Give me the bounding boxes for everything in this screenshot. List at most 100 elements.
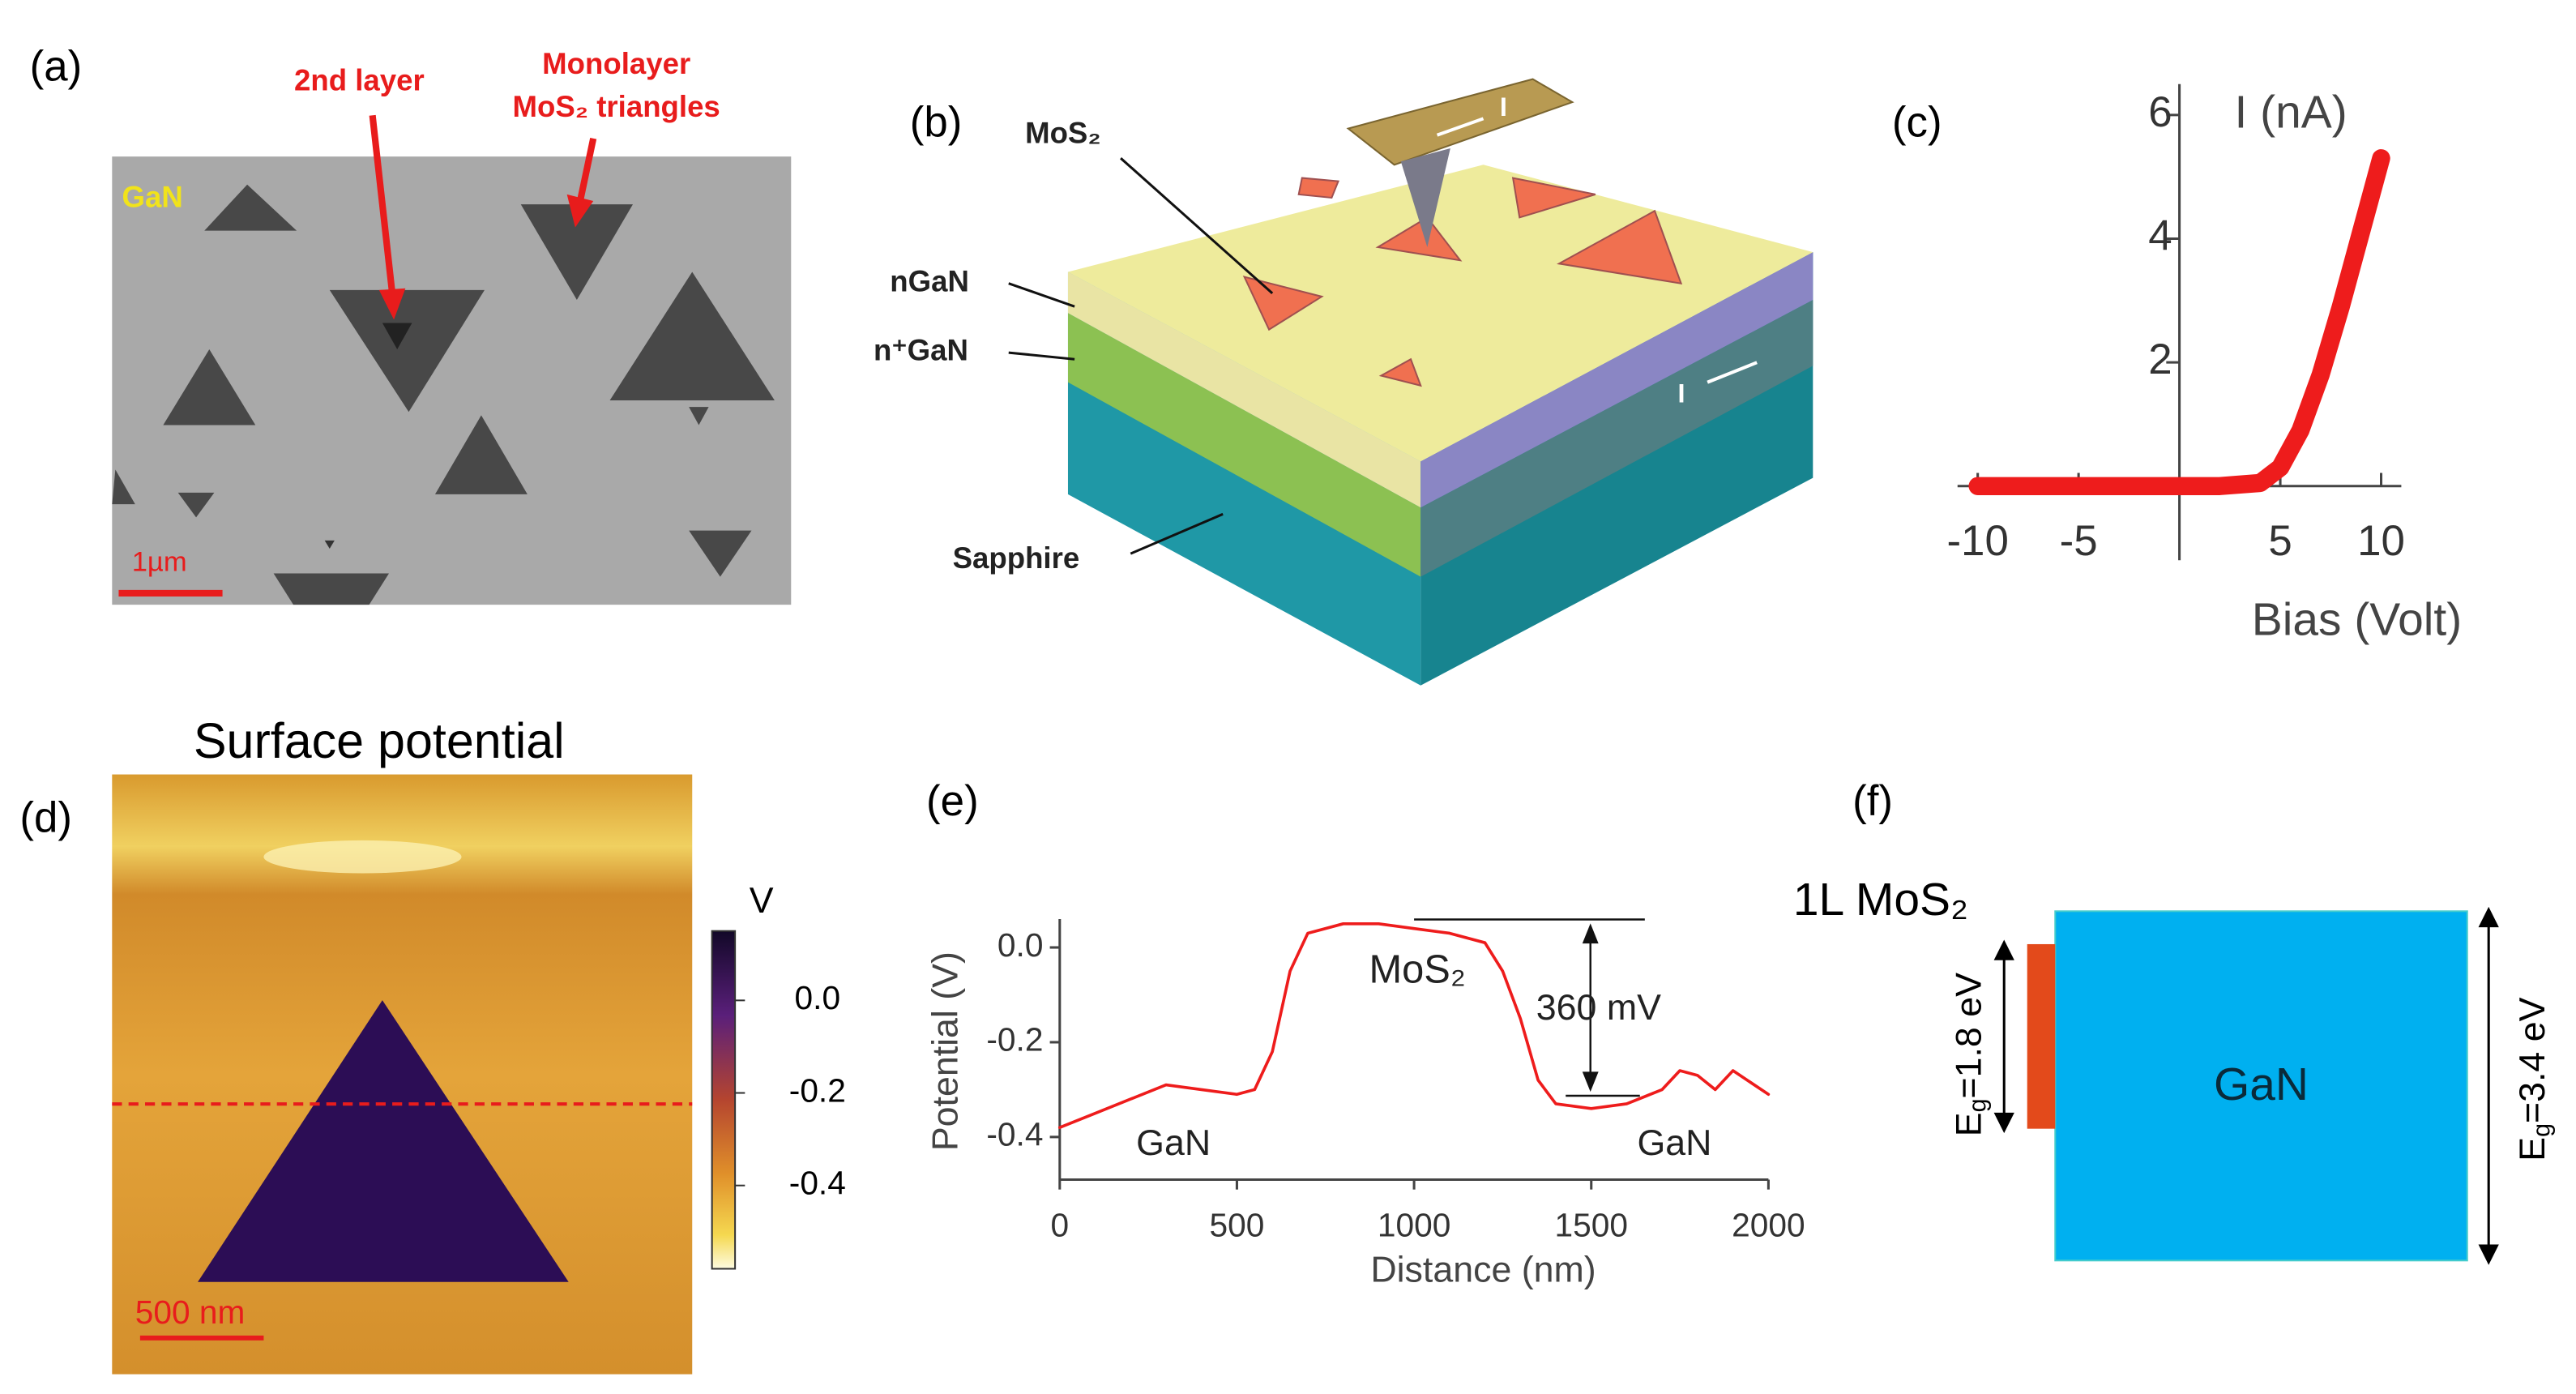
n-plus-gan-side (1420, 300, 1813, 577)
scale-bar-label: 1µm (132, 546, 187, 577)
arrow-head (566, 194, 594, 228)
gap-label: Eg=1.8 eV (1949, 973, 1991, 1136)
flake (1557, 209, 1683, 284)
second-layer (382, 323, 412, 350)
y-axis-label: Potential (V) (925, 951, 965, 1151)
triangle (324, 540, 335, 549)
panel-labels: (a) (b) (c) (d) (e) (f) (19, 42, 1942, 841)
leader (1130, 512, 1224, 555)
colorbar-tick-label: -0.2 (789, 1071, 846, 1109)
panel-f: 1L MoS₂ GaN Eg=1.8 eV Eg=3.4 eV (1793, 874, 2555, 1265)
label: nGaN (890, 264, 969, 297)
data-line (1057, 921, 1771, 1130)
colorbar-tick-label: 0.0 (795, 979, 841, 1016)
panel-label: (a) (30, 42, 83, 90)
leader (1120, 157, 1274, 295)
triangle (163, 349, 256, 425)
gap-symbol: E (2513, 1137, 2553, 1161)
current-label: I (1678, 379, 1685, 408)
x-tick-label: 500 (1210, 1206, 1265, 1243)
x-tick-label: 1000 (1378, 1206, 1450, 1243)
arrow-label: Monolayer (542, 47, 690, 80)
tip (1400, 148, 1450, 247)
x-tick-label: 10 (2357, 517, 2405, 565)
gap-value: =3.4 eV (2513, 997, 2553, 1123)
x-axis-label: Distance (nm) (1370, 1250, 1596, 1289)
y-tick-label: 2 (2148, 336, 2172, 383)
arrow-head (1582, 1071, 1599, 1093)
flake (1375, 216, 1463, 262)
x-tick-label: 5 (2268, 517, 2292, 565)
panel-b: I I MoS₂ nGaN n⁺GaN Sapphire (874, 78, 1813, 686)
colorbar (711, 930, 737, 1270)
flake (1297, 177, 1339, 199)
arrows (369, 114, 597, 320)
gan-label: GaN (2214, 1058, 2309, 1110)
arrow-head (2478, 906, 2499, 928)
triangle (434, 415, 528, 494)
x-tick-label: 2000 (1732, 1206, 1805, 1243)
triangle (177, 492, 215, 518)
arrow-head (378, 288, 406, 320)
annotation: MoS₂ (1369, 947, 1466, 991)
panel-label: (b) (910, 98, 963, 146)
panel-title: 1L MoS₂ (1793, 874, 1968, 926)
gap-arrows (1993, 906, 2499, 1265)
panel-title: Surface potential (194, 713, 565, 768)
arrow-head (1582, 923, 1599, 944)
ngan-side (1420, 252, 1813, 508)
y-axis-label: I (nA) (2235, 86, 2347, 138)
current-arrow (1707, 361, 1758, 384)
flake (1242, 276, 1324, 331)
triangle (273, 573, 390, 605)
label: n⁺GaN (874, 334, 968, 367)
x-tick-label: 1500 (1555, 1206, 1628, 1243)
leader (1008, 282, 1075, 308)
flake (1378, 357, 1422, 387)
panel-e-guides (1414, 918, 1645, 1097)
arrow-label: MoS₂ triangles (513, 90, 720, 123)
ngan-front (1067, 272, 1421, 508)
arrow (369, 114, 396, 294)
triangle (112, 469, 135, 505)
triangle (689, 407, 709, 425)
x-tick-label: -10 (1946, 517, 2008, 565)
leader (1008, 351, 1075, 361)
bright-patch (263, 840, 462, 874)
triangle (329, 289, 485, 413)
panel-label: (e) (926, 777, 979, 825)
layer-labels: MoS₂ nGaN n⁺GaN Sapphire (874, 116, 1101, 575)
y-tick-label: 0.0 (998, 926, 1044, 964)
gap-subscript: g (2527, 1123, 2555, 1137)
annotation: 360 mV (1536, 988, 1661, 1028)
triangle (609, 272, 775, 401)
arrow-head (2478, 1244, 2499, 1265)
panel-d: Surface potential 500 nm V (112, 713, 774, 1375)
arrow-head (1993, 939, 2014, 960)
current-arrow (1436, 117, 1485, 137)
mos2-flake (198, 1000, 569, 1282)
x-tick-label: -5 (2060, 517, 2098, 565)
leaders (1008, 157, 1274, 555)
annotation: GaN (1136, 1123, 1211, 1163)
y-tick-label: 6 (2148, 88, 2172, 136)
label: Sapphire (953, 541, 1080, 575)
gap-subscript: g (1964, 1098, 1992, 1112)
substrate-label: GaN (122, 181, 183, 214)
triangles (112, 184, 775, 605)
colorbar-tick-label: -0.4 (789, 1164, 846, 1201)
triangle (520, 204, 634, 301)
gan-box (2054, 910, 2468, 1262)
arrow (576, 137, 597, 202)
data-line (1968, 149, 2390, 495)
label: MoS₂ (1025, 116, 1101, 149)
y-tick-label: -0.2 (986, 1021, 1043, 1058)
flakes (1242, 177, 1683, 387)
gap-symbol: E (1949, 1112, 1989, 1136)
triangle (204, 184, 297, 231)
arrow-head (1993, 1112, 2014, 1134)
panel-label: (c) (1892, 98, 1942, 146)
triangle (689, 530, 752, 577)
annotation: GaN (1637, 1123, 1711, 1163)
